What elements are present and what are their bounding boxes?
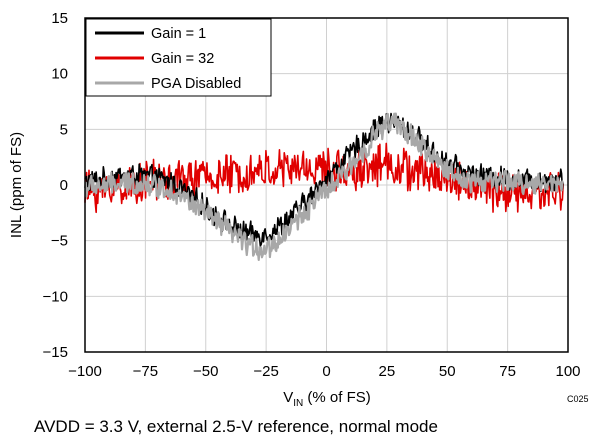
x-axis-label-rest: (% of FS) [303, 389, 371, 406]
y-tick-label: 15 [51, 10, 68, 27]
x-axis-label-subscript: IN [293, 398, 303, 409]
series-line-pga-disabled [83, 112, 565, 261]
x-axis-label: VIN (% of FS) [283, 389, 371, 409]
x-tick-labels: −100 −75 −50 −25 0 25 50 75 100 [68, 363, 580, 380]
y-tick-label: −5 [51, 233, 68, 250]
legend-label-gain-1: Gain = 1 [151, 26, 206, 42]
y-tick-labels: 15 10 5 0 −5 −10 −15 [43, 10, 68, 361]
x-tick-label: 25 [379, 363, 396, 380]
x-tick-label: 0 [322, 363, 330, 380]
plot-frame [84, 17, 569, 353]
y-tick-label: −10 [43, 288, 68, 305]
series-lines [83, 112, 565, 261]
x-tick-label: −50 [193, 363, 218, 380]
x-tick-label: −100 [68, 363, 102, 380]
y-tick-label: 0 [60, 177, 68, 194]
y-tick-label: −15 [43, 344, 68, 361]
legend-label-gain-32: Gain = 32 [151, 51, 214, 67]
x-tick-label: 75 [499, 363, 516, 380]
x-tick-label: 100 [555, 363, 580, 380]
y-tick-label: 5 [60, 121, 68, 138]
chart-caption: AVDD = 3.3 V, external 2.5-V reference, … [34, 417, 438, 436]
x-tick-label: −25 [253, 363, 278, 380]
x-axis-label-main: V [283, 389, 293, 406]
x-tick-label: 50 [439, 363, 456, 380]
legend-label-pga-disabled: PGA Disabled [151, 76, 241, 92]
legend: Gain = 1 Gain = 32 PGA Disabled [85, 18, 272, 97]
figure-code: C025 [567, 394, 589, 404]
x-tick-label: −75 [133, 363, 158, 380]
y-tick-label: 10 [51, 66, 68, 83]
y-axis-label: INL (ppm of FS) [8, 132, 25, 238]
